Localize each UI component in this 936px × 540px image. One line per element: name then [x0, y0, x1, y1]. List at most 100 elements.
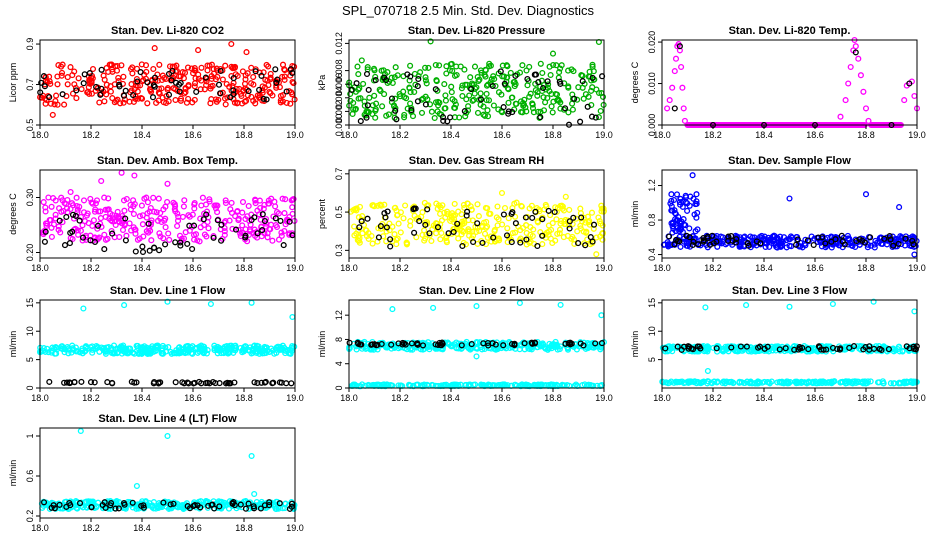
data-point: [466, 232, 473, 239]
data-point: [577, 222, 584, 229]
data-point: [230, 87, 237, 94]
data-point: [264, 234, 271, 241]
data-point: [354, 63, 361, 70]
data-point: [133, 65, 141, 72]
data-point: [484, 205, 491, 212]
y-tick-label: 1.2: [647, 179, 657, 192]
data-point: [289, 313, 296, 321]
data-point: [258, 72, 265, 79]
data-point: [731, 343, 738, 350]
y-tick-label: 0.002: [334, 100, 344, 123]
data-point: [214, 73, 221, 80]
data-point: [142, 62, 150, 69]
data-point: [779, 242, 786, 249]
data-point: [168, 77, 175, 84]
data-point: [281, 210, 288, 217]
data-point: [714, 348, 721, 355]
data-point: [122, 215, 129, 222]
data-point: [360, 80, 367, 87]
data-point: [263, 96, 270, 103]
data-point: [448, 89, 455, 96]
data-point: [56, 217, 63, 224]
data-point: [42, 208, 49, 215]
data-point: [404, 71, 411, 78]
data-point: [474, 339, 481, 346]
data-point: [485, 97, 493, 104]
data-point: [455, 208, 462, 215]
data-point: [911, 92, 918, 100]
data-point: [366, 94, 373, 101]
panel-ambbox: Stan. Dev. Amb. Box Temp.18.0 18.2 18.4 18.…: [8, 155, 304, 273]
data-point: [194, 237, 201, 244]
y-axis-label: kPa: [317, 75, 327, 91]
data-point: [50, 221, 58, 228]
data-point: [205, 225, 212, 232]
data-point: [387, 381, 394, 389]
data-point: [209, 501, 216, 508]
data-point: [547, 71, 554, 79]
data-point: [403, 239, 410, 246]
data-point: [810, 241, 817, 249]
data-point: [112, 221, 119, 229]
data-point: [148, 237, 155, 244]
data-point: [458, 227, 465, 234]
data-point: [837, 113, 844, 120]
data-point: [162, 224, 169, 231]
data-point: [580, 342, 587, 349]
data-point: [845, 80, 852, 87]
data-point: [165, 91, 173, 98]
data-point: [101, 246, 108, 253]
data-point: [162, 241, 169, 248]
data-points: [37, 40, 298, 118]
data-point: [451, 200, 458, 207]
data-point: [491, 226, 498, 233]
data-point: [64, 74, 71, 81]
data-point: [768, 343, 775, 350]
data-point: [42, 204, 49, 211]
y-axis-label: ml/min: [317, 331, 327, 358]
plot-frame: [348, 299, 605, 389]
data-point: [372, 106, 379, 113]
data-point: [870, 298, 877, 305]
data-point: [540, 81, 548, 89]
data-point: [495, 89, 503, 96]
data-point: [544, 78, 551, 85]
data-point: [239, 198, 247, 206]
data-point: [238, 229, 245, 236]
data-point: [75, 75, 82, 82]
data-point: [81, 348, 88, 355]
y-tick-label: 0.004: [334, 87, 344, 110]
x-tick-label: 18.0: [653, 130, 671, 140]
data-point: [245, 347, 252, 354]
data-point: [494, 203, 501, 210]
data-point: [820, 346, 827, 353]
data-point: [553, 91, 561, 98]
data-point: [523, 229, 530, 237]
data-point: [437, 210, 444, 217]
data-point: [136, 213, 143, 220]
data-point: [134, 78, 141, 85]
data-point: [428, 237, 435, 245]
data-point: [160, 235, 167, 242]
data-point: [87, 237, 94, 244]
data-point: [505, 108, 512, 115]
data-point: [896, 204, 903, 211]
data-point: [406, 85, 413, 92]
data-point: [112, 505, 119, 512]
data-point: [363, 70, 371, 78]
data-point: [470, 238, 477, 246]
data-point: [776, 378, 783, 385]
data-point: [911, 243, 918, 250]
data-point: [87, 344, 94, 351]
data-point: [442, 92, 449, 99]
data-point: [252, 68, 259, 75]
y-axis: 0.000 0.010 0.020: [647, 31, 662, 136]
data-point: [669, 229, 676, 236]
data-point: [184, 240, 191, 247]
data-point: [461, 66, 468, 73]
data-point: [201, 348, 208, 355]
data-point: [356, 224, 363, 231]
data-point: [121, 207, 128, 214]
panel-title: Stan. Dev. Li-820 Temp.: [729, 25, 851, 37]
data-point: [355, 227, 362, 234]
